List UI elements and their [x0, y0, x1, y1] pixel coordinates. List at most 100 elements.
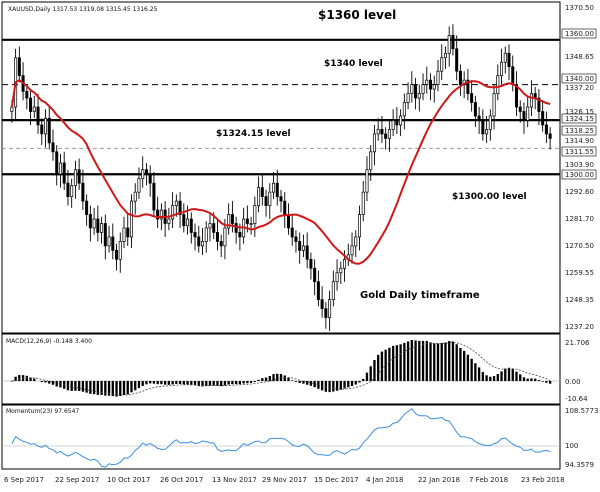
macd-bar [78, 381, 80, 391]
price-tick: 1300.00 [565, 171, 594, 179]
candle-body [26, 91, 28, 98]
macd-bar [325, 381, 327, 392]
candle-body [396, 120, 398, 124]
macd-bar [351, 381, 353, 386]
macd-bar [426, 341, 428, 381]
candle-body [287, 215, 289, 228]
date-axis: 6 Sep 2017 22 Sep 2017 10 Oct 2017 26 Oc… [4, 476, 565, 484]
macd-bar [545, 381, 547, 383]
candle-body [407, 94, 409, 103]
candle-body [37, 107, 39, 125]
momentum-panel [2, 405, 560, 469]
macd-bar [444, 343, 446, 381]
macd-bar [183, 381, 185, 384]
candle-body [153, 183, 155, 210]
price-tick: 1360.00 [565, 30, 594, 38]
macd-bar [366, 373, 368, 381]
candle-body [306, 246, 308, 259]
annotation-1360: $1360 level [318, 8, 396, 22]
candle-body [71, 185, 73, 196]
candle-body [366, 170, 368, 192]
date-tick: 26 Oct 2017 [160, 476, 203, 484]
macd-bar [85, 381, 87, 393]
candle-body [381, 129, 383, 133]
price-tick: 1281.70 [565, 215, 594, 223]
macd-bar [265, 378, 267, 381]
macd-bar [538, 380, 540, 381]
momentum-axis: 108.5773 100 94.3579 [565, 407, 598, 469]
candle-body [422, 85, 424, 94]
macd-bar [485, 375, 487, 381]
macd-bar [276, 374, 278, 381]
candle-body [269, 192, 271, 205]
candle-body [246, 219, 248, 223]
macd-bar [437, 344, 439, 381]
macd-bar [235, 381, 237, 384]
macd-bar [530, 378, 532, 381]
candle-body [470, 94, 472, 103]
candle-body [504, 53, 506, 62]
macd-bar [254, 381, 256, 382]
macd-bar [138, 381, 140, 388]
macd-bar [422, 341, 424, 381]
date-tick: 7 Feb 2018 [469, 476, 508, 484]
macd-bar [456, 344, 458, 381]
price-tick: 1311.55 [565, 148, 594, 156]
candle-body [280, 197, 282, 201]
candle-body [332, 282, 334, 300]
macd-bar [407, 341, 409, 381]
candle-body [59, 163, 61, 174]
candle-body [119, 241, 121, 259]
macd-bar [347, 381, 349, 387]
macd-bar [168, 381, 170, 385]
date-tick: 15 Dec 2017 [314, 476, 359, 484]
macd-bar [377, 355, 379, 381]
candle-body [456, 49, 458, 71]
macd-bar [452, 342, 454, 381]
candle-body [44, 118, 46, 134]
candle-body [112, 237, 114, 250]
macd-bar [89, 381, 91, 394]
macd-bar [493, 376, 495, 381]
candle-body [205, 228, 207, 241]
candle-body [302, 246, 304, 250]
candle-body [82, 183, 84, 201]
candle-body [186, 219, 188, 226]
price-tick: 1348.65 [565, 53, 594, 61]
candle-body [355, 237, 357, 246]
macd-bar [93, 381, 95, 394]
candle-body [399, 116, 401, 125]
candle-body [41, 125, 43, 134]
candle-body [474, 103, 476, 116]
macd-bar [500, 371, 502, 381]
macd-bar [489, 377, 491, 381]
candle-body [385, 134, 387, 138]
macd-bar [250, 381, 252, 383]
macd-bar [44, 381, 46, 382]
macd-tick: 0.00 [565, 378, 581, 386]
candle-body [437, 71, 439, 84]
macd-bar [549, 381, 551, 384]
momentum-label: Momentum(23) 97.6547 [6, 408, 79, 415]
candle-body [213, 223, 215, 232]
candle-body [183, 215, 185, 226]
candle-body [209, 223, 211, 227]
candle-body [441, 58, 443, 71]
price-tick: 1259.55 [565, 269, 594, 277]
date-tick: 22 Sep 2017 [55, 476, 99, 484]
macd-bar [541, 381, 543, 382]
macd-label: MACD(12,26,9) -0.148 3.400 [6, 338, 92, 345]
price-tick: 1303.90 [565, 161, 594, 169]
candle-body [482, 120, 484, 133]
macd-bar [142, 381, 144, 386]
candle-body [313, 268, 315, 281]
candle-body [433, 85, 435, 89]
macd-bar [523, 377, 525, 381]
candle-body [411, 85, 413, 94]
annotation-timeframe: Gold Daily timeframe [360, 290, 480, 301]
candle-body [530, 94, 532, 107]
candle-body [527, 107, 529, 120]
macd-tick: -10.64 [565, 395, 588, 403]
macd-bar [403, 343, 405, 381]
candle-body [231, 215, 233, 224]
